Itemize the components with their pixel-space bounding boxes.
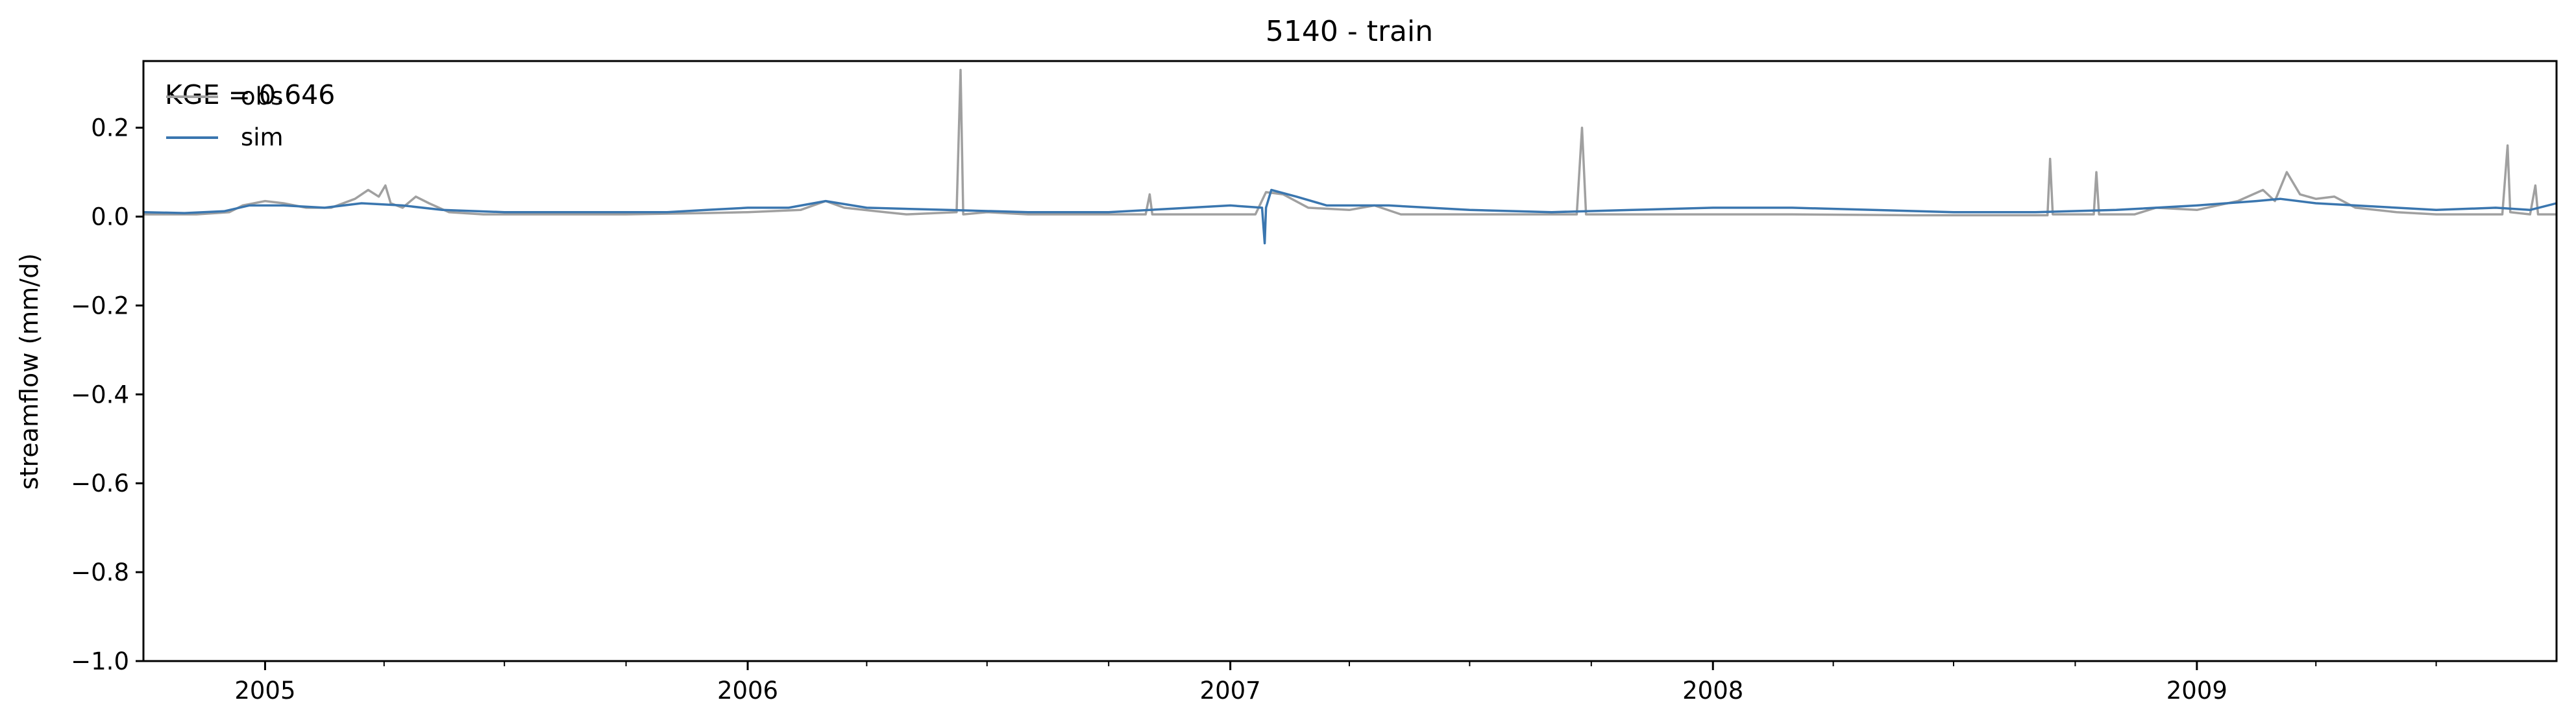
axis-ticks: 0.2 0.0 −0.2 −0.4 −0.6 −0.8 −1.0 2005 2006 2007 20… — [71, 114, 2437, 705]
legend: obs sim — [166, 82, 284, 151]
kge-annotation: KGE = 0.646 — [165, 79, 335, 110]
y-tick-label: −0.2 — [71, 292, 129, 319]
x-tick-label: 2009 — [2166, 677, 2227, 705]
series-line-obs — [143, 68, 2557, 217]
y-tick-label: −0.6 — [71, 469, 129, 497]
y-tick-label: 0.2 — [91, 114, 129, 142]
legend-obs-label: obs — [241, 82, 283, 110]
y-tick-label: −0.8 — [71, 558, 129, 586]
series-line-sim — [143, 188, 2557, 245]
x-tick-label: 2008 — [1682, 677, 1743, 705]
x-tick-label: 2006 — [717, 677, 778, 705]
chart-title: 5140 - train — [1266, 15, 1433, 48]
y-axis-label: streamflow (mm/d) — [15, 253, 43, 490]
series-layer — [143, 68, 2557, 245]
y-tick-label: 0.0 — [91, 203, 129, 231]
x-tick-label: 2007 — [1200, 677, 1261, 705]
y-tick-label: −0.4 — [71, 381, 129, 408]
legend-sim-label: sim — [241, 123, 284, 151]
plot-frame — [142, 60, 2558, 662]
x-tick-label: 2005 — [234, 677, 295, 705]
y-tick-label: −1.0 — [71, 647, 129, 675]
